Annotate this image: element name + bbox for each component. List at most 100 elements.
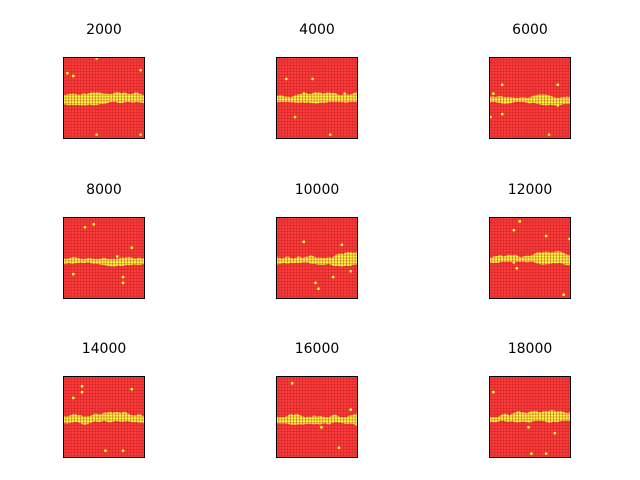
heatmap-panel xyxy=(276,57,358,139)
isolated-cell xyxy=(544,234,548,238)
isolated-cell xyxy=(518,219,522,223)
isolated-cell xyxy=(553,431,557,435)
isolated-cell xyxy=(491,390,495,394)
panel-title: 16000 xyxy=(294,341,340,357)
isolated-cell xyxy=(101,100,104,104)
heatmap-svg xyxy=(276,376,358,458)
isolated-cell xyxy=(527,425,530,429)
isolated-cell xyxy=(343,92,347,96)
heatmap-svg xyxy=(276,57,358,139)
heatmap-panel xyxy=(63,217,145,299)
isolated-cell xyxy=(115,255,119,258)
isolated-cell xyxy=(92,222,96,226)
isolated-cell xyxy=(139,68,143,72)
isolated-cell xyxy=(328,133,332,137)
isolated-cell xyxy=(311,260,315,264)
isolated-cell xyxy=(319,425,323,429)
isolated-cell xyxy=(130,387,134,391)
isolated-cell xyxy=(349,269,353,273)
cell-grid xyxy=(489,376,571,458)
isolated-cell xyxy=(491,92,495,96)
cell-grid xyxy=(63,376,145,458)
panel-title: 8000 xyxy=(86,182,122,198)
isolated-cell xyxy=(340,243,344,247)
isolated-cell xyxy=(530,452,533,456)
cell-grid xyxy=(489,57,571,139)
isolated-cell xyxy=(71,272,75,276)
isolated-cell xyxy=(556,103,560,107)
cell-grid xyxy=(489,217,571,299)
isolated-cell xyxy=(352,417,356,420)
heatmap-panel xyxy=(489,376,571,458)
panel-title: 6000 xyxy=(512,22,548,38)
panel-frame xyxy=(276,376,358,458)
isolated-cell xyxy=(284,77,288,81)
isolated-cell xyxy=(562,293,566,297)
isolated-cell xyxy=(121,275,125,279)
isolated-cell xyxy=(500,112,504,116)
panel-title: 2000 xyxy=(86,22,122,38)
heatmap-svg xyxy=(63,217,145,299)
isolated-cell xyxy=(95,133,99,137)
cell-grid xyxy=(63,217,145,299)
cell-grid xyxy=(276,376,358,458)
isolated-cell xyxy=(71,74,75,78)
heatmap-panel xyxy=(63,376,145,458)
isolated-cell xyxy=(104,449,107,453)
panel-frame xyxy=(276,217,358,299)
isolated-cell xyxy=(314,281,317,285)
isolated-cell xyxy=(293,115,297,119)
isolated-cell xyxy=(65,71,69,75)
cell-grid xyxy=(276,57,358,139)
heatmap-panel xyxy=(489,217,571,299)
isolated-cell xyxy=(139,133,143,137)
isolated-cell xyxy=(328,419,332,423)
panel-title: 10000 xyxy=(294,182,340,198)
isolated-cell xyxy=(290,381,294,385)
isolated-cell xyxy=(544,452,548,456)
heatmap-svg xyxy=(489,57,571,139)
heatmap-panel xyxy=(276,376,358,458)
isolated-cell xyxy=(547,133,551,137)
isolated-cell xyxy=(500,83,504,87)
cell-grid xyxy=(63,57,145,139)
isolated-cell xyxy=(311,77,315,81)
isolated-cell xyxy=(130,246,134,250)
isolated-cell xyxy=(565,414,569,417)
isolated-cell xyxy=(80,384,84,388)
panel-frame xyxy=(489,57,571,139)
isolated-cell xyxy=(109,414,113,417)
isolated-cell xyxy=(489,115,492,119)
isolated-cell xyxy=(302,240,306,244)
isolated-cell xyxy=(314,92,317,96)
panel-title: 4000 xyxy=(299,22,335,38)
isolated-cell xyxy=(121,449,125,453)
heatmap-panel xyxy=(63,57,145,139)
isolated-cell xyxy=(512,260,516,264)
isolated-cell xyxy=(83,225,87,229)
panel-title: 12000 xyxy=(507,182,553,198)
isolated-cell xyxy=(71,396,75,400)
panel-title: 18000 xyxy=(507,341,553,357)
isolated-cell xyxy=(556,83,560,87)
isolated-cell xyxy=(515,266,519,270)
isolated-cell xyxy=(532,411,536,415)
heatmap-svg xyxy=(489,376,571,458)
isolated-cell xyxy=(349,408,353,412)
isolated-cell xyxy=(512,228,516,232)
cell-grid xyxy=(276,217,358,299)
panel-frame xyxy=(276,57,358,139)
isolated-cell xyxy=(121,281,125,285)
panel-frame xyxy=(63,57,145,139)
heatmap-svg xyxy=(276,217,358,299)
heatmap-svg xyxy=(63,57,145,139)
heatmap-svg xyxy=(63,376,145,458)
panel-frame xyxy=(489,376,571,458)
panel-title: 14000 xyxy=(81,341,127,357)
isolated-cell xyxy=(355,422,358,426)
panel-frame xyxy=(489,217,571,299)
panel-frame xyxy=(63,217,145,299)
panel-frame xyxy=(63,376,145,458)
isolated-cell xyxy=(317,287,320,291)
